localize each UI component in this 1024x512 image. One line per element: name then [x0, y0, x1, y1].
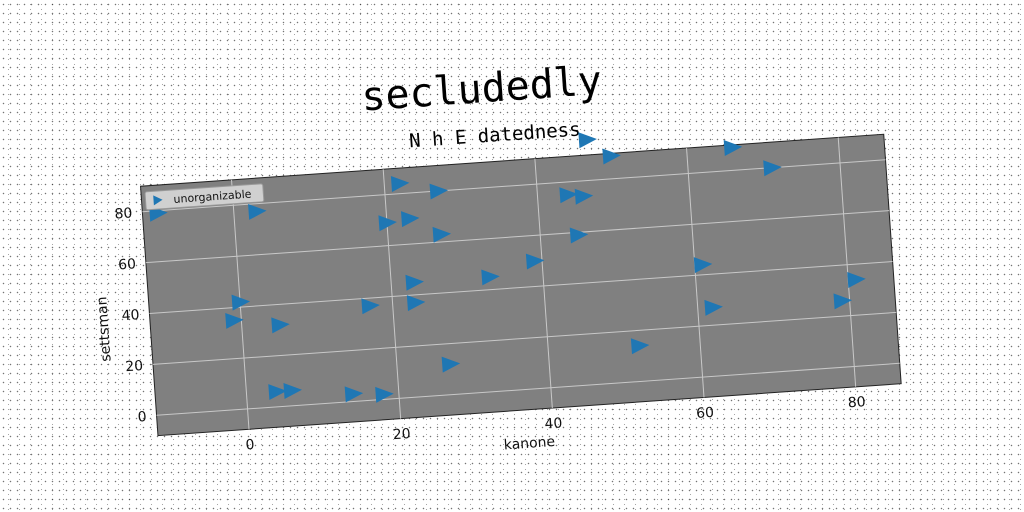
y-grid-line: [145, 210, 890, 264]
data-point-marker: [361, 298, 380, 315]
x-grid-line: [837, 137, 857, 387]
legend: unorganizable: [144, 183, 265, 211]
data-point-marker: [344, 386, 364, 403]
data-point-marker: [704, 299, 723, 316]
data-point-marker: [406, 295, 426, 312]
legend-entry-label: unorganizable: [173, 188, 252, 206]
chart-title: secludedly: [360, 58, 603, 121]
data-point-marker: [429, 183, 449, 200]
y-tick-label: 20: [125, 358, 144, 375]
y-grid-line: [152, 311, 897, 365]
data-point-marker: [268, 384, 287, 401]
x-tick-label: 20: [392, 426, 411, 443]
x-grid-line: [382, 169, 402, 419]
data-point-marker: [847, 272, 866, 288]
data-point-marker: [481, 269, 500, 286]
data-point-marker: [231, 294, 251, 311]
x-tick-label: 0: [245, 437, 255, 454]
tick-labels: 0 20 40 60 80 0 20 40 60 80: [114, 205, 866, 454]
grid-lines: [142, 137, 900, 430]
data-point-marker: [559, 187, 578, 204]
y-grid-line: [156, 362, 900, 416]
legend-box: [144, 183, 265, 211]
y-axis-label: settsman: [94, 296, 115, 362]
data-point-marker: [248, 203, 267, 220]
data-point-marker: [375, 386, 394, 403]
data-point-marker: [525, 253, 545, 270]
x-grid-line: [534, 158, 553, 409]
data-point-marker: [441, 356, 461, 373]
data-point-marker: [569, 227, 589, 244]
plot-area: [140, 133, 902, 437]
x-tick-label: 60: [696, 405, 715, 422]
chart-subtitle: N h E datedness: [408, 118, 581, 152]
data-point-marker: [271, 317, 290, 334]
x-tick-label: 80: [847, 394, 866, 411]
data-point-marker: [833, 293, 853, 310]
data-point-marker: [602, 148, 621, 165]
y-tick-label: 80: [114, 205, 133, 222]
x-axis-label: kanone: [503, 434, 555, 454]
y-tick-label: 0: [137, 409, 147, 426]
data-point-marker: [723, 140, 743, 156]
data-point-marker: [283, 383, 302, 399]
y-tick-label: 60: [118, 256, 137, 273]
data-points: [149, 132, 866, 403]
data-point-marker: [630, 338, 650, 355]
data-point-marker: [432, 226, 452, 243]
data-point-marker: [763, 160, 782, 177]
x-tick-label: 40: [544, 415, 563, 432]
data-point-marker: [400, 211, 420, 228]
data-point-marker: [405, 274, 424, 291]
legend-marker-icon: [153, 195, 163, 206]
data-point-marker: [225, 312, 244, 329]
data-point-marker: [693, 257, 713, 274]
y-tick-label: 40: [121, 307, 140, 324]
data-point-marker: [390, 176, 410, 193]
y-grid-line: [149, 261, 893, 314]
data-point-marker: [578, 132, 597, 149]
data-point-marker: [378, 215, 397, 232]
y-grid-line: [142, 159, 886, 213]
data-point-marker: [574, 188, 594, 205]
